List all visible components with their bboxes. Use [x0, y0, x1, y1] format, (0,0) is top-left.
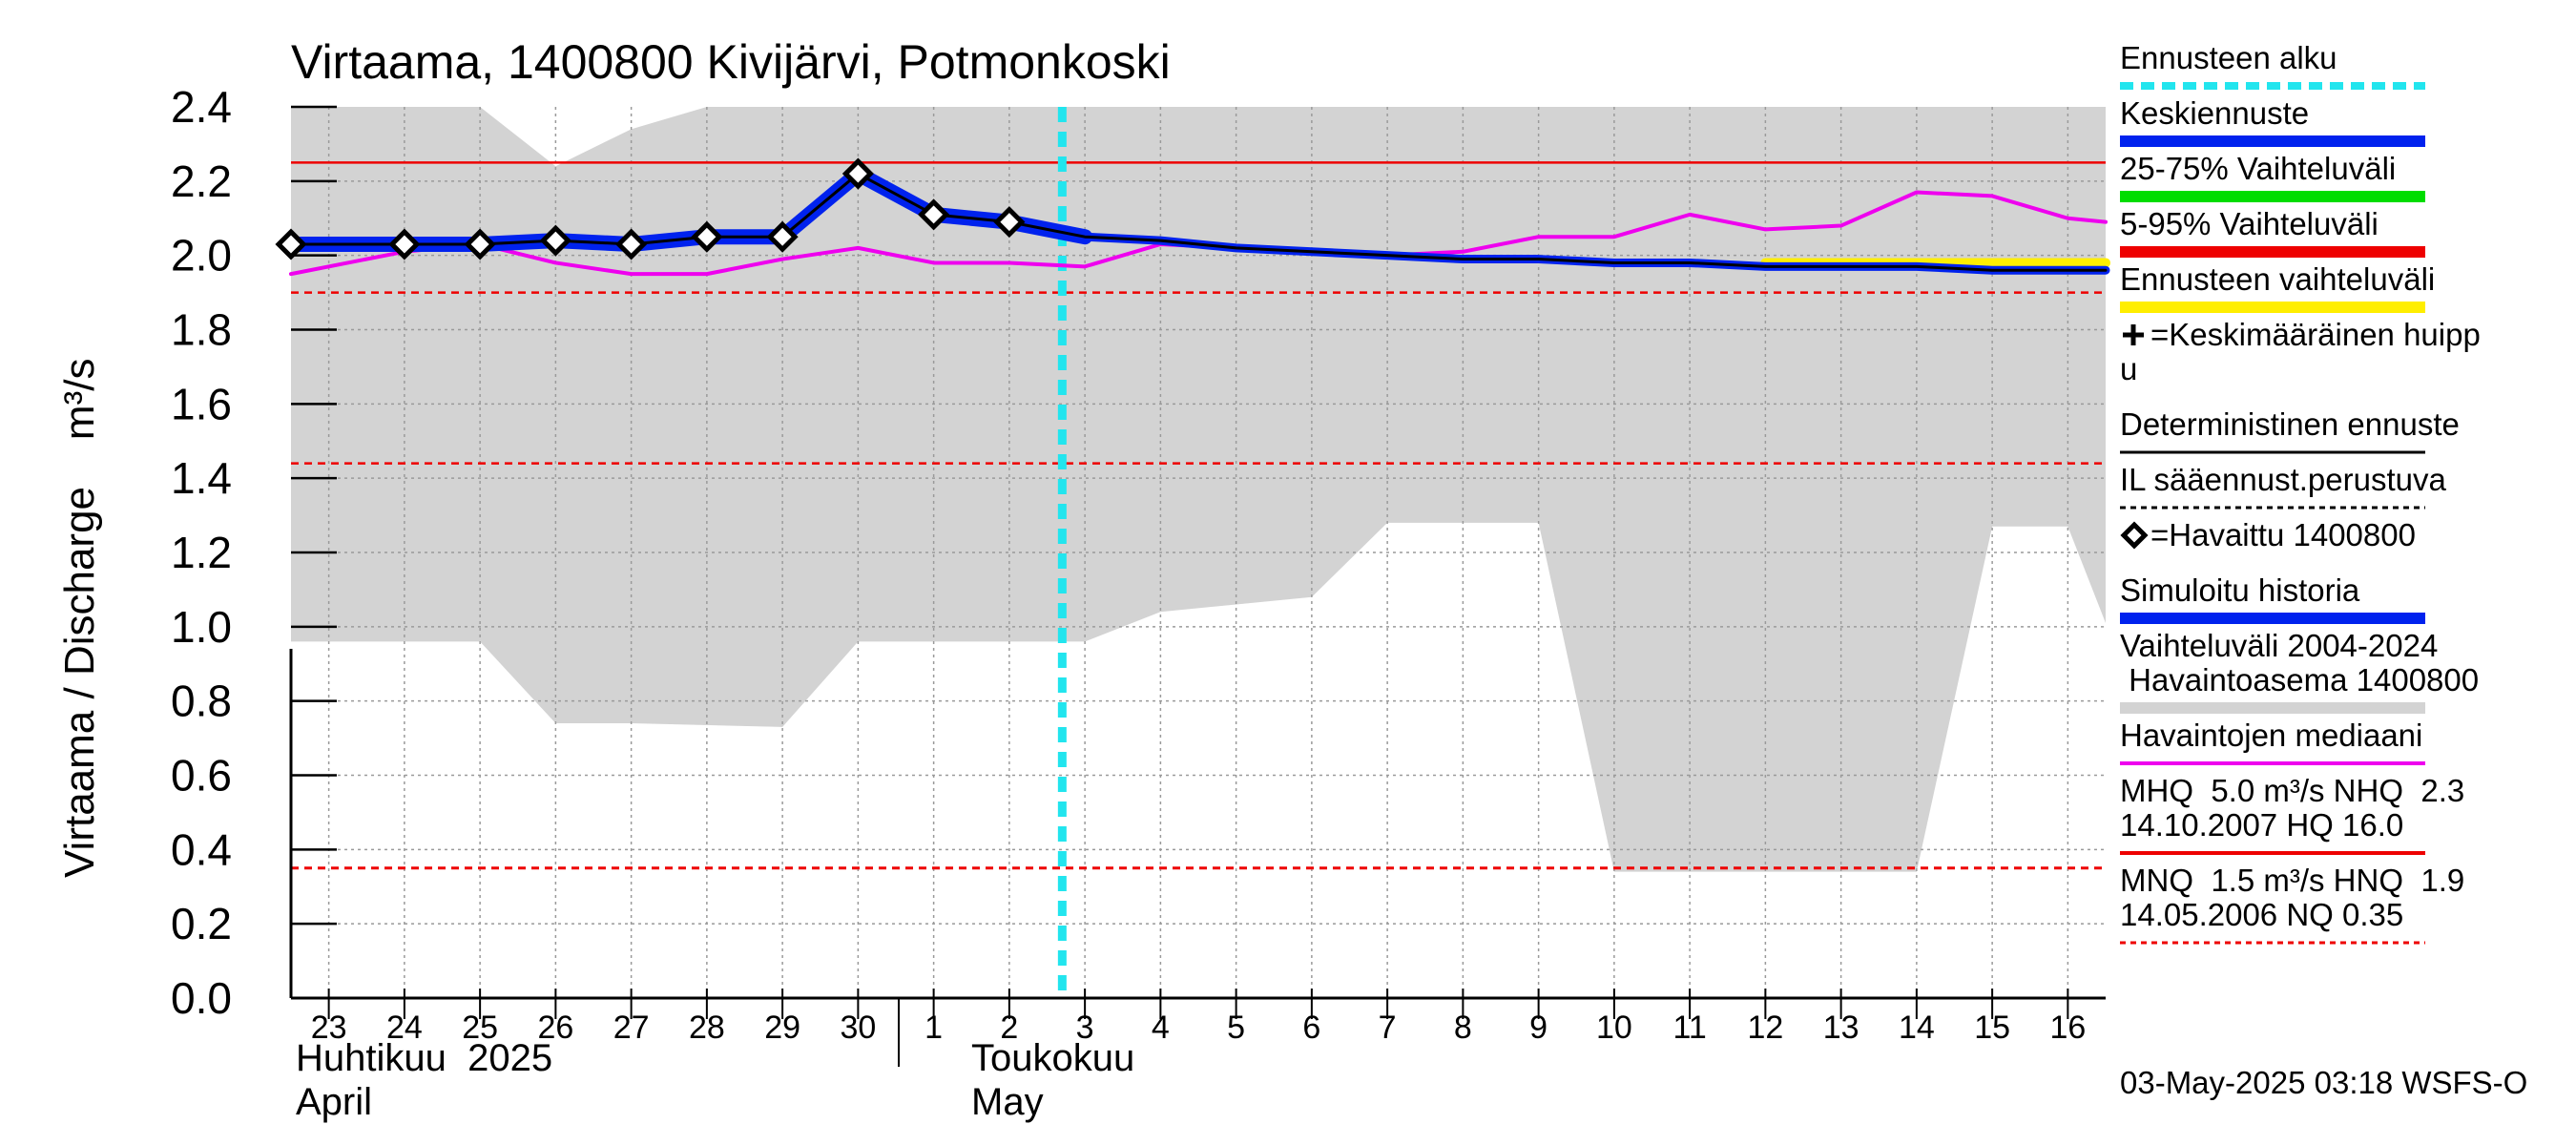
y-tick-label: 0.0: [171, 973, 232, 1023]
y-tick-label: 1.2: [171, 528, 232, 577]
x-tick-label: 7: [1379, 1010, 1397, 1046]
legend-label: Simuloitu historia: [2120, 572, 2360, 608]
observed-point: [766, 220, 799, 253]
legend-item: Ennusteen vaihteluväli: [2120, 261, 2435, 313]
footer-timestamp: 03-May-2025 03:18 WSFS-O: [2120, 1065, 2527, 1100]
legend-label-line2: Havaintoasema 1400800: [2120, 662, 2479, 697]
y-tick-label: 0.2: [171, 899, 232, 948]
legend-label: MNQ 1.5 m³/s HNQ 1.9: [2120, 863, 2464, 898]
y-tick-label: 1.6: [171, 379, 232, 428]
legend-label-line2: 14.05.2006 NQ 0.35: [2120, 897, 2403, 932]
legend-label: Ennusteen alku: [2120, 40, 2337, 75]
chart-title: Virtaama, 1400800 Kivijärvi, Potmonkoski: [291, 35, 1171, 89]
legend-label: =Keskimääräinen huipp: [2150, 317, 2481, 352]
variation-range-band: [291, 107, 2106, 872]
y-tick-label: 1.0: [171, 602, 232, 652]
x-tick-label: 8: [1454, 1010, 1472, 1046]
observed-point: [464, 228, 496, 260]
legend-diamond-icon: [2120, 521, 2149, 550]
legend-item: Keskiennuste: [2120, 95, 2425, 147]
x-tick-label: 30: [840, 1010, 876, 1046]
y-tick-label: 2.2: [171, 156, 232, 206]
x-tick-label: 4: [1152, 1010, 1170, 1046]
legend-item: MHQ 5.0 m³/s NHQ 2.314.10.2007 HQ 16.0: [2120, 773, 2464, 855]
deterministic-forecast-line: [1008, 220, 2108, 272]
legend-label: 5-95% Vaihteluväli: [2120, 206, 2379, 241]
variation-range-layer: [291, 107, 2106, 872]
observed-line: [289, 172, 1011, 246]
legend-item: =Keskimääräinen huipp u: [2120, 317, 2481, 386]
observed-point: [841, 157, 874, 190]
x-tick-label: 10: [1596, 1010, 1632, 1046]
legend-label: MHQ 5.0 m³/s NHQ 2.3: [2120, 773, 2464, 808]
legend-label: Ennusteen vaihteluväli: [2120, 261, 2435, 297]
legend-item: Deterministinen ennuste: [2120, 406, 2460, 454]
observed-point: [691, 220, 723, 253]
reference-lines-layer: [291, 161, 2106, 870]
x-tick-label: 29: [764, 1010, 800, 1046]
x-tick-label: 11: [1672, 1010, 1706, 1046]
legend-item: Ennusteen alku: [2120, 40, 2425, 90]
x-tick-label: 9: [1529, 1010, 1548, 1046]
axes-layer: 0.0 0.2 0.4 0.6 0.8 1.0 1.2 1.4 1.6 1.8 2.0 2.2 2.4 2…: [171, 82, 2106, 1067]
legend-label: Havaintojen mediaani: [2120, 718, 2422, 753]
legend-item: 5-95% Vaihteluväli: [2120, 206, 2425, 258]
x-tick-label: 27: [613, 1010, 650, 1046]
x-tick-label: 13: [1823, 1010, 1859, 1046]
legend-label: Vaihteluväli 2004-2024: [2120, 628, 2438, 663]
x-tick-label: 1: [924, 1010, 943, 1046]
observed-point: [615, 228, 648, 260]
observed-point: [918, 198, 950, 231]
x-tick-label: 2: [1000, 1010, 1018, 1046]
y-tick-label: 0.6: [171, 751, 232, 801]
legend-item: 25-75% Vaihteluväli: [2120, 151, 2425, 202]
x-tick-label: 16: [2049, 1010, 2086, 1046]
month-label-may-fi: Toukokuu: [971, 1037, 1134, 1079]
x-tick-label: 12: [1747, 1010, 1783, 1046]
month-label-may-en: May: [971, 1081, 1044, 1123]
observed-point: [993, 206, 1026, 239]
y-tick-label: 1.4: [171, 453, 232, 503]
x-tick-label: 23: [311, 1010, 347, 1046]
legend-label-line2: u: [2120, 351, 2137, 386]
legend-label-line2: 14.10.2007 HQ 16.0: [2120, 807, 2403, 843]
x-tick-label: 3: [1076, 1010, 1094, 1046]
x-tick-label: 28: [689, 1010, 725, 1046]
observed-point: [388, 228, 421, 260]
x-tick-label: 14: [1899, 1010, 1935, 1046]
y-tick-label: 2.0: [171, 231, 232, 281]
legend-label: Keskiennuste: [2120, 95, 2309, 131]
y-tick-label: 0.8: [171, 677, 232, 726]
y-axis-label: Virtaama / Discharge m³/s: [56, 359, 103, 878]
legend-label: IL sääennust.perustuva: [2120, 462, 2446, 497]
y-tick-label: 0.4: [171, 824, 232, 874]
observed-point: [275, 228, 307, 260]
month-label-april-en: April: [296, 1081, 372, 1123]
month-label-april-fi: Huhtikuu 2025: [296, 1037, 552, 1079]
observed-point: [539, 224, 571, 257]
series-layer: [275, 157, 2110, 277]
legend-item: Simuloitu historia: [2120, 572, 2425, 624]
legend-label: Deterministinen ennuste: [2120, 406, 2460, 442]
x-tick-label: 24: [386, 1010, 423, 1046]
x-tick-label: 15: [1974, 1010, 2010, 1046]
legend: Ennusteen alku Keskiennuste 25-75% Vaihtel…: [2120, 40, 2481, 945]
x-tick-label: 6: [1302, 1010, 1320, 1046]
legend-label: 25-75% Vaihteluväli: [2120, 151, 2396, 186]
legend-item: Havaintojen mediaani: [2120, 718, 2425, 765]
x-tick-label: 26: [537, 1010, 573, 1046]
y-tick-label: 2.4: [171, 82, 232, 132]
legend-item: =Havaittu 1400800: [2120, 517, 2416, 552]
x-tick-label: 25: [462, 1010, 498, 1046]
legend-item: MNQ 1.5 m³/s HNQ 1.914.05.2006 NQ 0.35: [2120, 863, 2464, 945]
y-tick-label: 1.8: [171, 305, 232, 355]
x-tick-label: 5: [1227, 1010, 1245, 1046]
legend-item: IL sääennust.perustuva: [2120, 462, 2446, 510]
legend-item: Vaihteluväli 2004-2024 Havaintoasema 140…: [2120, 628, 2479, 714]
legend-label: =Havaittu 1400800: [2150, 517, 2416, 552]
